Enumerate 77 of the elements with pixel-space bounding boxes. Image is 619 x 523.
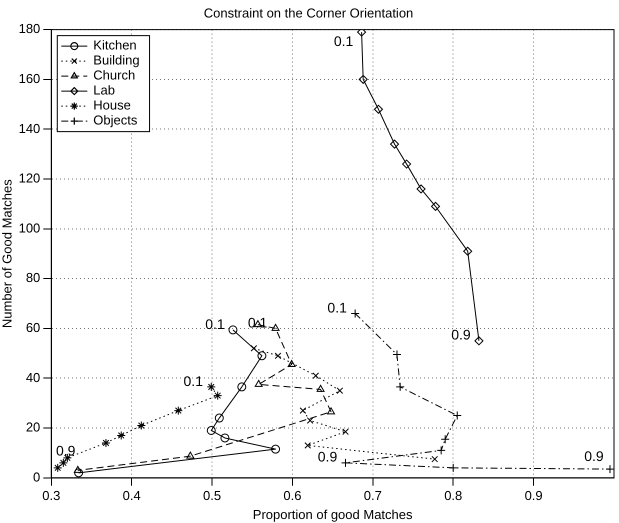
y-tick-label: 100 <box>18 220 40 236</box>
point <box>116 430 126 440</box>
legend-label: Lab <box>93 82 115 98</box>
point <box>440 434 450 444</box>
point <box>257 351 266 360</box>
y-tick-label: 180 <box>18 21 40 36</box>
point <box>431 456 438 462</box>
annotation: 0.9 <box>56 442 76 459</box>
y-tick-label: 80 <box>26 270 40 286</box>
annotation: 0.9 <box>318 448 338 465</box>
point <box>357 30 366 37</box>
point <box>358 74 368 84</box>
point <box>474 336 484 346</box>
x-tick-label: 0.3 <box>42 488 60 504</box>
point <box>206 426 216 435</box>
legend-label: Church <box>93 68 136 83</box>
x-tick-label: 0.9 <box>524 488 543 504</box>
point <box>402 160 412 169</box>
y-axis-title: Number of Good Matches <box>0 178 14 328</box>
point <box>213 391 222 400</box>
point <box>390 140 400 149</box>
point <box>327 407 335 414</box>
annotation: 0.1 <box>184 372 204 389</box>
x-tick-label: 0.6 <box>283 488 302 504</box>
annotation: 0.1 <box>327 299 348 316</box>
y-tick-label: 20 <box>26 420 40 435</box>
point <box>136 421 146 430</box>
point <box>272 324 280 331</box>
legend-label: Building <box>93 52 140 68</box>
point <box>53 463 62 472</box>
point <box>237 382 246 392</box>
x-tick-label: 0.4 <box>122 488 141 504</box>
point <box>304 442 312 449</box>
point <box>58 458 68 468</box>
annotation: 0.1 <box>205 316 225 332</box>
point <box>431 202 440 211</box>
point <box>312 372 320 380</box>
point <box>336 387 344 394</box>
point <box>274 352 282 360</box>
point <box>271 444 280 454</box>
point <box>306 417 314 424</box>
point <box>254 380 263 387</box>
y-tick-label: 120 <box>18 170 40 186</box>
y-tick-label: 0 <box>33 469 40 484</box>
point <box>101 438 110 448</box>
y-tick-label: 140 <box>18 120 40 136</box>
point <box>174 406 183 416</box>
x-tick-label: 0.7 <box>364 488 382 504</box>
annotation: 0.1 <box>334 32 354 49</box>
y-tick-label: 40 <box>26 370 40 385</box>
x-tick-label: 0.8 <box>444 488 462 504</box>
point <box>206 382 216 392</box>
legend-label: Objects <box>93 112 138 128</box>
point <box>342 428 349 436</box>
point <box>214 414 224 423</box>
point <box>74 468 84 478</box>
point <box>463 246 472 256</box>
x-axis-title: Proportion of good Matches <box>252 506 413 522</box>
point <box>288 360 296 368</box>
legend-label: House <box>93 98 131 113</box>
point <box>416 184 426 194</box>
point <box>300 407 306 414</box>
point <box>250 344 258 352</box>
point <box>220 433 230 442</box>
x-tick-label: 0.5 <box>203 488 222 504</box>
y-tick-label: 60 <box>26 320 40 335</box>
annotation: 0.9 <box>451 326 471 343</box>
point <box>228 325 238 334</box>
legend-label: Kitchen <box>93 38 137 53</box>
point <box>74 466 82 473</box>
annotation: 0.1 <box>248 314 268 330</box>
point <box>316 384 325 392</box>
chart-title: Constraint on the Corner Orientation <box>204 5 414 20</box>
point <box>374 104 383 114</box>
point <box>186 452 194 459</box>
annotation: 0.9 <box>584 448 604 464</box>
y-tick-label: 160 <box>18 70 40 86</box>
